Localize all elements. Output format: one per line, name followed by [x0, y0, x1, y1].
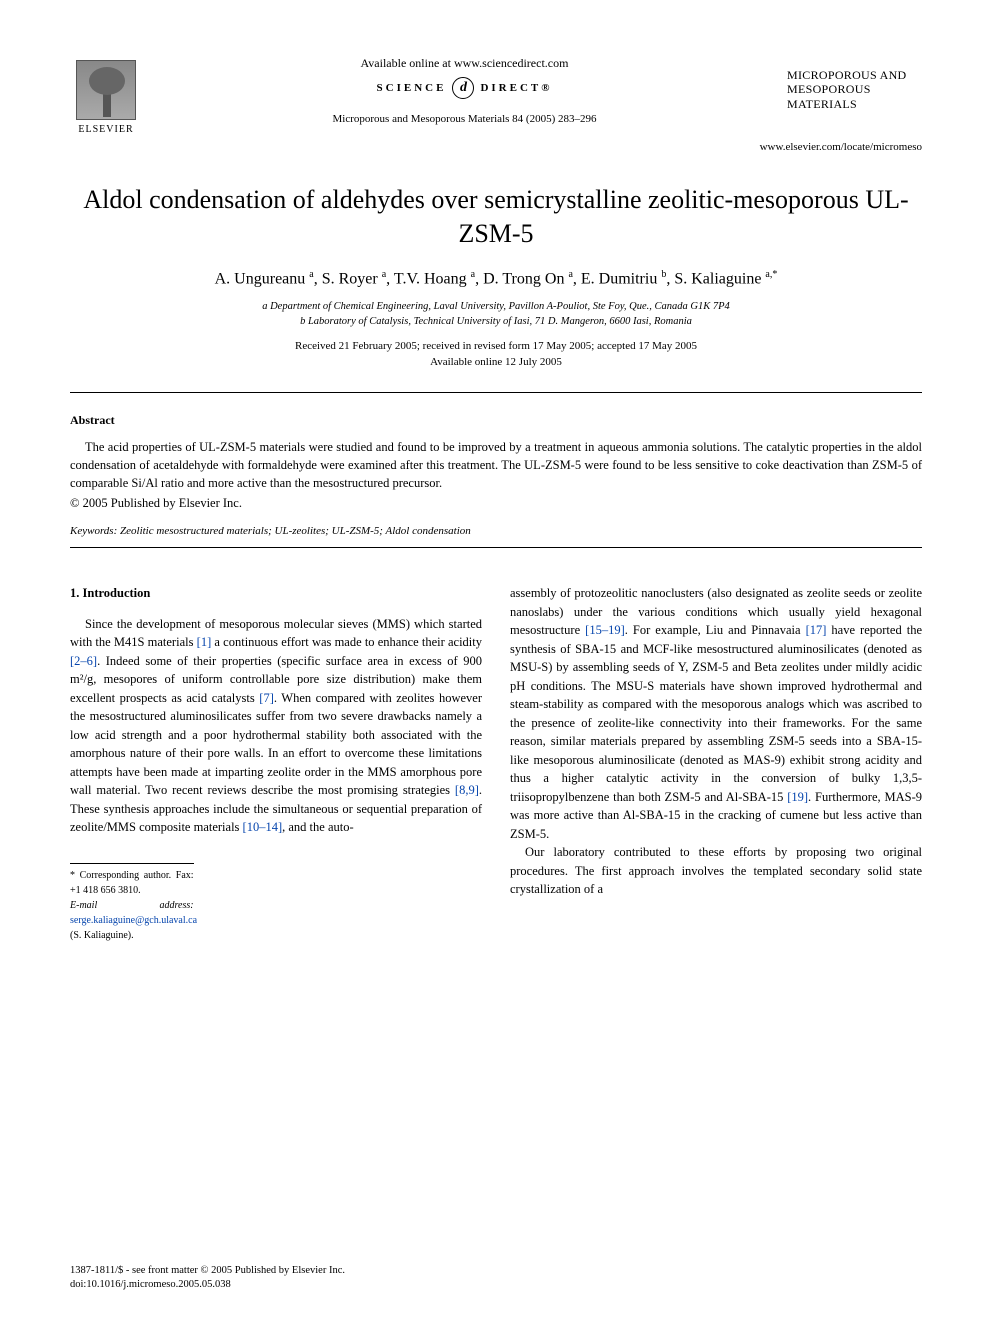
authors: A. Ungureanu a, S. Royer a, T.V. Hoang a…: [70, 269, 922, 288]
ref-link[interactable]: [10–14]: [243, 820, 283, 834]
ref-link[interactable]: [15–19]: [585, 623, 625, 637]
journal-logo: MICROPOROUS AND MESOPOROUS MATERIALS: [787, 50, 922, 111]
footnotes: * Corresponding author. Fax: +1 418 656 …: [70, 863, 194, 943]
intro-paragraph-right-1: assembly of protozeolitic nanoclusters (…: [510, 584, 922, 843]
elsevier-logo: ELSEVIER: [70, 50, 142, 135]
journal-citation: Microporous and Mesoporous Materials 84 …: [142, 113, 787, 125]
journal-logo-line3: MATERIALS: [787, 97, 922, 111]
text-seg: have reported the synthesis of SBA-15 an…: [510, 623, 922, 804]
email-label: E-mail address:: [70, 900, 194, 911]
sd-circle-icon: d: [452, 77, 474, 99]
body-columns: 1. Introduction Since the development of…: [70, 584, 922, 943]
email-link[interactable]: serge.kaliaguine@gch.ulaval.ca: [70, 915, 197, 926]
text-seg: . When compared with zeolites however th…: [70, 691, 482, 798]
sd-left: SCIENCE: [377, 82, 447, 94]
corresponding-author: * Corresponding author. Fax: +1 418 656 …: [70, 868, 194, 898]
right-column: assembly of protozeolitic nanoclusters (…: [510, 584, 922, 943]
article-dates: Received 21 February 2005; received in r…: [70, 339, 922, 370]
ref-link[interactable]: [7]: [259, 691, 274, 705]
affiliation-b: b Laboratory of Catalysis, Technical Uni…: [70, 315, 922, 330]
abstract-block: Abstract The acid properties of UL-ZSM-5…: [70, 413, 922, 511]
text-seg: a continuous effort was made to enhance …: [211, 635, 482, 649]
keywords: Keywords: Zeolitic mesostructured materi…: [70, 525, 922, 537]
elsevier-name: ELSEVIER: [78, 124, 133, 135]
center-header: Available online at www.sciencedirect.co…: [142, 50, 787, 125]
article-title: Aldol condensation of aldehydes over sem…: [70, 183, 922, 251]
text-seg: . For example, Liu and Pinnavaia: [625, 623, 806, 637]
journal-logo-line1: MICROPOROUS AND: [787, 68, 922, 82]
email-line: E-mail address: serge.kaliaguine@gch.ula…: [70, 898, 194, 943]
elsevier-tree-icon: [76, 60, 136, 120]
page-footer: 1387-1811/$ - see front matter © 2005 Pu…: [70, 1264, 345, 1293]
ref-link[interactable]: [1]: [197, 635, 212, 649]
divider-bottom: [70, 547, 922, 548]
ref-link[interactable]: [8,9]: [455, 783, 479, 797]
abstract-text: The acid properties of UL-ZSM-5 material…: [70, 438, 922, 492]
ref-link[interactable]: [19]: [787, 790, 808, 804]
ref-link[interactable]: [2–6]: [70, 654, 97, 668]
text-seg: , and the auto-: [282, 820, 354, 834]
ref-link[interactable]: [17]: [806, 623, 827, 637]
abstract-copyright: © 2005 Published by Elsevier Inc.: [70, 496, 922, 511]
affiliations: a Department of Chemical Engineering, La…: [70, 300, 922, 329]
footer-line1: 1387-1811/$ - see front matter © 2005 Pu…: [70, 1264, 345, 1279]
affiliation-a: a Department of Chemical Engineering, La…: [70, 300, 922, 315]
abstract-heading: Abstract: [70, 413, 922, 428]
sciencedirect-logo: SCIENCE d DIRECT®: [377, 77, 553, 99]
journal-logo-line2: MESOPOROUS: [787, 82, 922, 96]
keywords-text: Zeolitic mesostructured materials; UL-ze…: [117, 525, 471, 537]
divider-top: [70, 392, 922, 393]
sd-right: DIRECT®: [480, 82, 552, 94]
footer-line2: doi:10.1016/j.micromeso.2005.05.038: [70, 1278, 345, 1293]
email-suffix: (S. Kaliaguine).: [70, 930, 134, 941]
left-column: 1. Introduction Since the development of…: [70, 584, 482, 943]
intro-paragraph-right-2: Our laboratory contributed to these effo…: [510, 843, 922, 899]
intro-paragraph-left: Since the development of mesoporous mole…: [70, 615, 482, 837]
locate-link[interactable]: www.elsevier.com/locate/micromeso: [70, 141, 922, 153]
section-heading: 1. Introduction: [70, 584, 482, 603]
page-header: ELSEVIER Available online at www.science…: [70, 50, 922, 135]
keywords-label: Keywords:: [70, 525, 117, 537]
dates-line1: Received 21 February 2005; received in r…: [70, 339, 922, 354]
dates-line2: Available online 12 July 2005: [70, 355, 922, 370]
available-online-text: Available online at www.sciencedirect.co…: [142, 56, 787, 71]
